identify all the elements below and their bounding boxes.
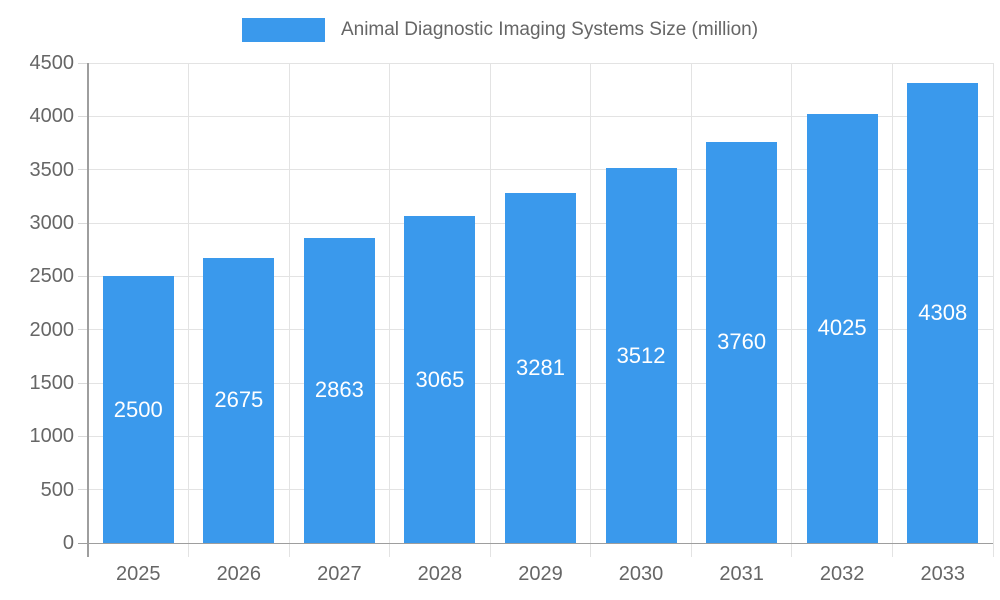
legend-label: Animal Diagnostic Imaging Systems Size (… bbox=[340, 19, 759, 40]
x-axis-label: 2029 bbox=[518, 563, 563, 585]
x-axis-label: 2032 bbox=[819, 563, 865, 585]
x-axis-label: 2031 bbox=[719, 563, 764, 585]
y-axis-label: 500 bbox=[40, 478, 74, 501]
y-axis-tick bbox=[78, 489, 88, 491]
bar-2025[interactable] bbox=[102, 276, 174, 543]
bar-2026[interactable] bbox=[203, 257, 275, 543]
y-axis-label: 3500 bbox=[29, 158, 75, 181]
bar-2027[interactable] bbox=[303, 237, 375, 543]
x-axis-label: 2027 bbox=[317, 563, 362, 585]
y-axis-tick bbox=[78, 329, 88, 331]
x-axis-label: 2030 bbox=[618, 563, 664, 585]
x-gridline bbox=[288, 63, 290, 557]
y-axis-label: 1500 bbox=[29, 372, 75, 394]
x-gridline bbox=[891, 63, 893, 557]
y-axis-label: 2500 bbox=[29, 265, 75, 288]
x-axis-label: 2026 bbox=[216, 563, 262, 585]
x-gridline bbox=[389, 63, 391, 557]
y-axis-label: 4000 bbox=[29, 105, 75, 128]
y-gridline bbox=[88, 169, 993, 171]
y-axis-label: 4500 bbox=[29, 52, 75, 74]
bar-2033[interactable] bbox=[907, 83, 979, 543]
y-axis-tick bbox=[78, 222, 88, 224]
x-axis-label: 2033 bbox=[920, 563, 965, 585]
x-gridline bbox=[489, 63, 491, 557]
bar-2028[interactable] bbox=[404, 216, 476, 543]
y-axis-tick bbox=[78, 435, 88, 437]
y-axis-label: 1000 bbox=[29, 425, 75, 448]
y-axis-tick bbox=[78, 382, 88, 384]
bar-2031[interactable] bbox=[706, 141, 778, 543]
legend-swatch bbox=[241, 18, 325, 42]
bar-2032[interactable] bbox=[806, 113, 878, 543]
x-axis-line bbox=[78, 542, 993, 544]
y-gridline bbox=[88, 62, 993, 64]
y-axis-tick bbox=[78, 62, 88, 64]
x-gridline bbox=[590, 63, 592, 557]
y-axis-tick bbox=[78, 169, 88, 171]
x-gridline bbox=[791, 63, 793, 557]
x-axis-label: 2028 bbox=[417, 563, 463, 585]
y-axis-tick bbox=[78, 275, 88, 277]
x-gridline bbox=[690, 63, 692, 557]
y-gridline bbox=[88, 115, 993, 117]
y-axis-label: 2000 bbox=[29, 318, 75, 341]
y-axis-label: 0 bbox=[62, 532, 74, 554]
y-axis-label: 3000 bbox=[29, 212, 75, 234]
x-gridline bbox=[188, 63, 190, 557]
bar-2029[interactable] bbox=[505, 193, 576, 543]
x-gridline bbox=[992, 63, 994, 557]
chart-legend[interactable]: Animal Diagnostic Imaging Systems Size (… bbox=[0, 18, 1000, 42]
x-axis-label: 2025 bbox=[116, 563, 161, 585]
bar-2030[interactable] bbox=[605, 168, 677, 543]
y-axis-tick bbox=[78, 115, 88, 117]
y-axis-line bbox=[87, 63, 89, 557]
